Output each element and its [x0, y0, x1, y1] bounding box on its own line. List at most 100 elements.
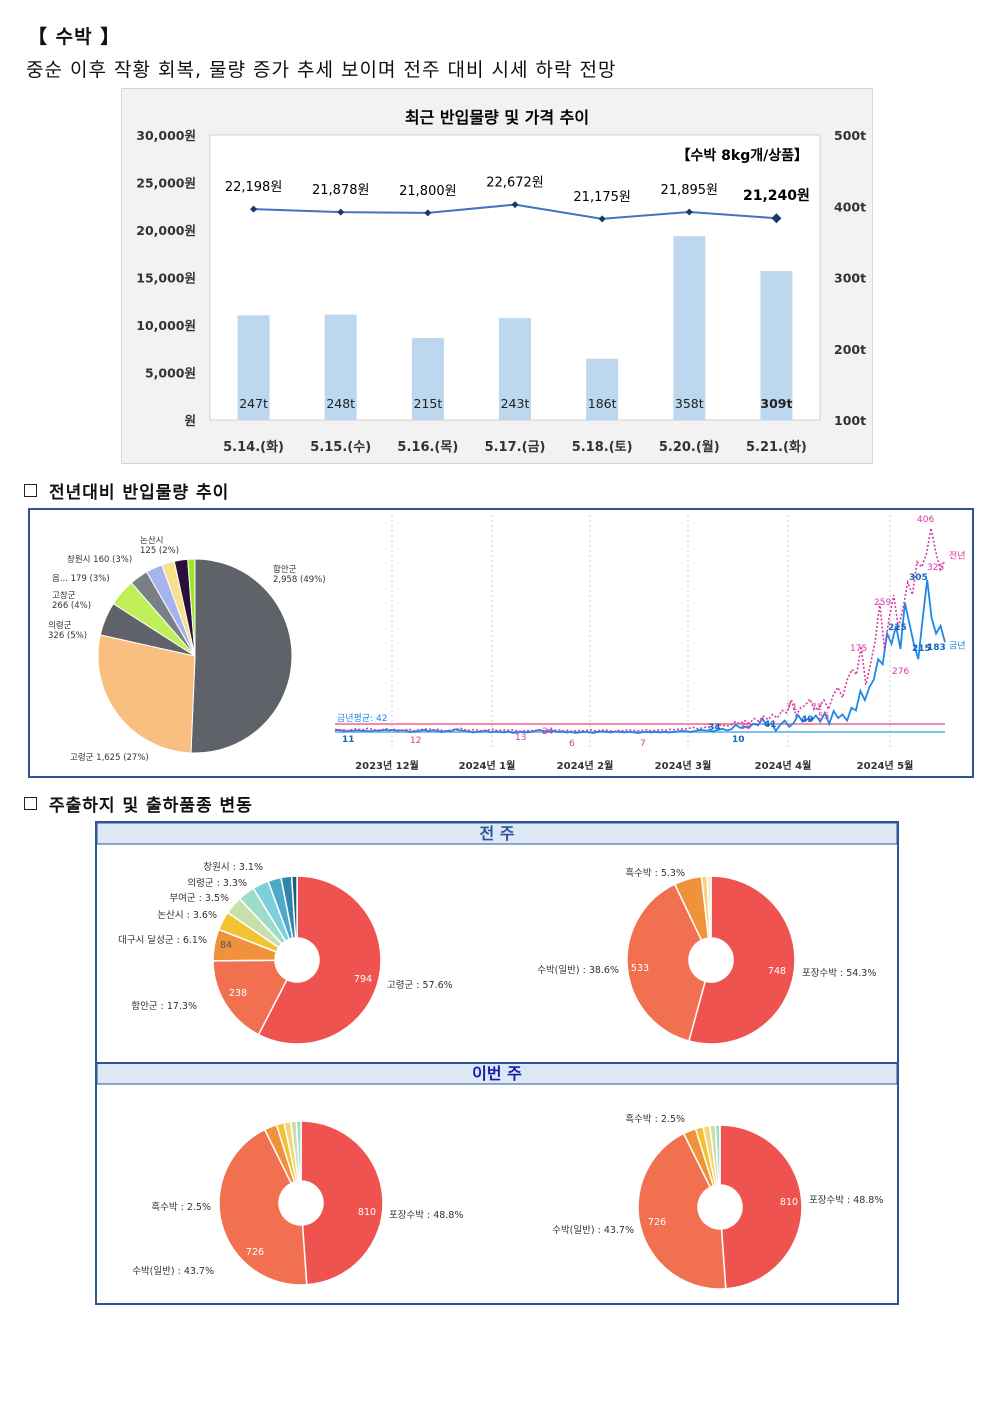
checkbox-icon	[24, 484, 37, 497]
volume-trend-svg: 함안군 2,958 (49%) 고령군 1,625 (27%) 의령군 326 (5%)…	[48, 515, 966, 772]
pie-label: 고창군 266 (4%)	[52, 591, 91, 611]
x-axis-tick: 2024년 2월	[557, 759, 614, 772]
price-marker	[511, 201, 519, 209]
price-marker	[250, 205, 258, 213]
data-label: 10	[732, 735, 745, 745]
x-axis-tick: 2024년 4월	[755, 759, 812, 772]
donut-slice	[714, 1124, 721, 1186]
bar	[499, 318, 531, 420]
left-axis-tick: 15,000원	[136, 271, 196, 286]
x-axis-tick: 5.15.(수)	[310, 440, 371, 455]
donut-value-label: 533	[631, 963, 649, 974]
average-label: 금년평균: 42	[337, 713, 387, 724]
donut-slice	[257, 875, 382, 1045]
data-label: 71	[786, 703, 797, 713]
donut-label: 함안군 : 17.3%	[131, 1001, 197, 1012]
donut-label: 흑수박 : 5.3%	[625, 867, 685, 879]
price-label: 21,895원	[661, 183, 718, 198]
pie-label: 함안군 2,958 (49%)	[273, 564, 326, 585]
band-title: 전 주	[479, 824, 514, 843]
x-axis-tick: 5.18.(토)	[572, 440, 633, 455]
price-marker	[685, 208, 693, 216]
section-heading-shipping: 주출하지 및 출하품종 변동	[24, 791, 253, 816]
right-axis-tick: 300t	[834, 271, 866, 286]
price-label: 21,175원	[573, 190, 630, 205]
donut-value-label: 794	[354, 974, 372, 985]
data-label: 259	[874, 598, 891, 608]
this-year-line	[334, 579, 946, 734]
x-axis-tick: 5.16.(목)	[397, 440, 458, 455]
donut-slice	[706, 875, 712, 939]
last-year-line	[334, 527, 946, 733]
pie-slice	[190, 558, 293, 754]
data-label: 406	[917, 515, 934, 525]
data-label: 55	[818, 712, 829, 722]
right-axis-tick: 500t	[834, 128, 866, 143]
bar-value-label: 309t	[760, 396, 792, 411]
donut-label: 부여군 : 3.5%	[169, 892, 229, 904]
donut-label: 대구시 달성군 : 6.1%	[118, 934, 207, 946]
band-title: 이번 주	[472, 1064, 522, 1083]
donut-slice	[218, 1128, 308, 1286]
bar-value-label: 186t	[588, 396, 617, 411]
page-title: 【 수박 】	[28, 26, 121, 48]
data-label: 215	[888, 623, 907, 633]
volume-trend-panel: 함안군 2,958 (49%) 고령군 1,625 (27%) 의령군 326 (5%)…	[28, 508, 974, 778]
x-axis-tick: 5.21.(화)	[746, 439, 807, 455]
donut-label: 흑수박 : 2.5%	[625, 1113, 685, 1125]
donut-value-label: 726	[648, 1217, 666, 1228]
x-axis-tick: 2023년 12월	[355, 759, 419, 772]
data-label: 12	[410, 736, 421, 746]
bar	[237, 315, 270, 420]
pie-label: 의령군 326 (5%)	[48, 620, 87, 641]
price-label: 21,878원	[312, 183, 369, 198]
right-axis-tick: 100t	[834, 413, 866, 428]
x-axis-tick: 5.17.(금)	[485, 440, 546, 455]
x-axis-tick: 2024년 1월	[459, 759, 516, 772]
x-axis-tick: 2024년 3월	[655, 759, 712, 772]
pie-label: 음... 179 (3%)	[52, 574, 110, 584]
price-volume-svg: 최근 반입물량 및 가격 추이 【수박 8kg개/상품】 30,000원 25,000…	[136, 108, 866, 455]
data-label: 49	[801, 715, 814, 725]
price-marker	[771, 213, 782, 224]
pie-label: 창원시 160 (3%)	[67, 555, 132, 565]
bar	[324, 314, 357, 420]
donut-label: 의령군 : 3.3%	[187, 877, 247, 889]
data-label: 24	[542, 727, 554, 737]
donut-label: 포장수박 : 48.8%	[389, 1210, 463, 1221]
bar-value-label: 215t	[413, 396, 442, 411]
bar	[411, 338, 444, 420]
pie-label: 논산시 125 (2%)	[140, 535, 179, 556]
price-label: 22,672원	[486, 176, 543, 191]
donut-slice	[290, 875, 298, 939]
left-axis-tick: 5,000원	[145, 366, 196, 381]
donut-label: 흑수박 : 2.5%	[151, 1201, 211, 1213]
donut-label: 수박(일반) : 43.7%	[552, 1225, 634, 1236]
x-axis-tick: 5.14.(화)	[223, 439, 284, 455]
data-label: 41	[764, 720, 777, 730]
price-marker	[337, 208, 345, 216]
donut-value-label: 810	[358, 1207, 376, 1218]
left-axis-tick: 30,000원	[136, 128, 196, 143]
pie-label: 고령군 1,625 (27%)	[70, 752, 149, 763]
donut-slice	[212, 959, 288, 1036]
data-label: 175	[850, 644, 867, 654]
donut-label: 창원시 : 3.1%	[203, 862, 263, 873]
section-heading-volume: 전년대비 반입물량 추이	[24, 478, 229, 503]
checkbox-icon	[24, 797, 37, 810]
price-label: 22,198원	[225, 180, 282, 195]
donut-label: 고령군 : 57.6%	[387, 979, 453, 991]
donut-slice	[295, 1120, 302, 1182]
donut-value-label: 748	[768, 966, 786, 977]
donut-slice	[687, 875, 796, 1045]
x-axis-tick: 5.20.(월)	[659, 439, 720, 455]
donut-slice	[300, 1120, 384, 1286]
bar	[673, 236, 706, 420]
donut-label: 논산시 : 3.6%	[157, 910, 217, 921]
data-label: 72	[811, 703, 822, 713]
right-axis-tick: 400t	[834, 199, 866, 214]
price-label: 21,240원	[743, 188, 810, 204]
left-axis-tick: 20,000원	[136, 223, 196, 238]
shipping-svg: 전 주이번 주 고령군 : 57.6% 함안군 : 17.3% 대구시 달성군 : 6…	[96, 822, 898, 1290]
data-label: 215	[912, 644, 931, 654]
